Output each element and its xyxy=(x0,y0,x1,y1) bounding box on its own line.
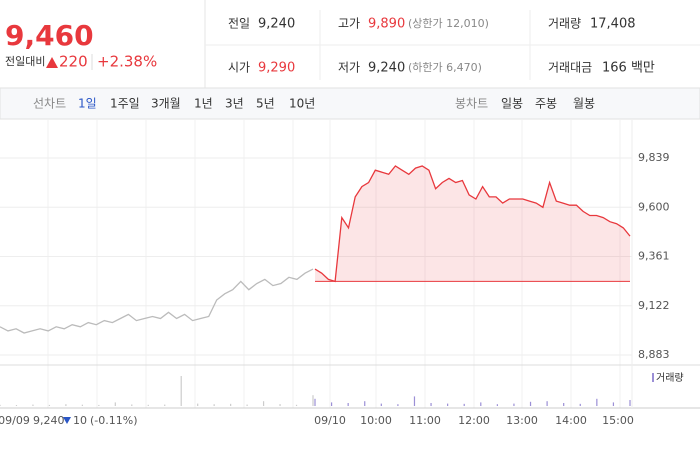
volume-bar xyxy=(131,404,133,406)
volume-bar xyxy=(230,403,232,406)
tab[interactable]: 월봉 xyxy=(573,97,595,111)
volume-bar xyxy=(447,403,449,406)
tab[interactable]: 일봉 xyxy=(501,97,523,111)
footer-rate: (-0.11%) xyxy=(90,414,138,427)
volume-bar xyxy=(347,403,349,406)
x-tick-label: 11:00 xyxy=(409,414,441,427)
volume-bar xyxy=(480,402,482,406)
line xyxy=(0,268,314,334)
up-icon xyxy=(46,57,58,68)
change-label: 전일대비 xyxy=(5,54,45,68)
info-value: 9,240 xyxy=(258,17,295,32)
tab[interactable]: 5년 xyxy=(256,97,275,111)
volume-bar xyxy=(430,403,432,406)
area xyxy=(315,166,630,282)
info-value: 17,408 xyxy=(590,17,636,32)
volume-bar xyxy=(546,401,548,406)
volume-bar xyxy=(364,401,366,406)
down-icon xyxy=(63,417,71,424)
volume-bar xyxy=(114,402,116,406)
x-tick-label: 09/10 xyxy=(314,414,346,427)
volume-bar xyxy=(380,403,382,406)
volume-bar xyxy=(397,404,399,406)
volume-bar xyxy=(197,403,199,406)
info-label: 거래량 xyxy=(548,17,581,31)
info-value: 9,240 xyxy=(368,61,405,76)
price: 9,460 xyxy=(5,19,94,52)
volume-bar xyxy=(330,402,333,406)
y-tick-label: 8,883 xyxy=(638,348,670,361)
tab[interactable]: 주봉 xyxy=(535,97,557,111)
volume-bar xyxy=(246,404,248,406)
volume-bar xyxy=(563,403,565,406)
volume-bar xyxy=(213,404,215,406)
volume-bar xyxy=(513,403,515,406)
tab[interactable]: 10년 xyxy=(289,97,315,111)
line xyxy=(314,165,631,283)
info-value: 166 백만 xyxy=(602,61,655,76)
volume-bar xyxy=(579,403,581,406)
volume-bar xyxy=(629,400,631,406)
tab-bar xyxy=(0,87,700,120)
tab[interactable]: 3개월 xyxy=(151,97,181,111)
x-tick-label: 15:00 xyxy=(602,414,634,427)
x-tick-label: 12:00 xyxy=(458,414,490,427)
tab[interactable]: 3년 xyxy=(225,97,244,111)
footer-price: 9,240 xyxy=(33,414,65,427)
info-note: (상한가 12,010) xyxy=(408,17,489,30)
legend-label: 거래량 xyxy=(656,372,684,384)
volume-bar xyxy=(529,401,532,406)
y-tick-label: 9,361 xyxy=(638,250,670,263)
info-label: 전일 xyxy=(228,17,250,31)
volume-bar xyxy=(262,401,265,406)
volume-bar xyxy=(15,405,18,406)
volume-bar xyxy=(295,404,298,406)
volume-bar xyxy=(413,396,416,406)
volume-bar xyxy=(314,398,316,406)
tab-label: 봉차트 xyxy=(455,97,488,111)
info-note: (하한가 6,470) xyxy=(408,60,482,74)
info-label: 고가 xyxy=(338,17,360,31)
volume-bar xyxy=(65,404,67,406)
info-label: 거래대금 xyxy=(548,61,592,75)
volume-bar xyxy=(81,404,83,406)
x-tick-label: 14:00 xyxy=(555,414,587,427)
volume-bar xyxy=(147,404,149,406)
volume-bar xyxy=(612,402,615,406)
info-label: 저가 xyxy=(338,61,360,75)
change: 220 xyxy=(59,53,88,71)
tab[interactable]: 1일 xyxy=(78,97,97,111)
info-label: 시가 xyxy=(228,61,250,75)
tab-label: 선차트 xyxy=(33,97,66,111)
y-tick-label: 9,600 xyxy=(638,200,670,213)
volume-bar xyxy=(279,404,281,406)
footer-change: 10 xyxy=(73,414,87,427)
tab[interactable]: 1주일 xyxy=(110,97,140,111)
y-tick-label: 9,122 xyxy=(638,299,670,312)
volume-bar xyxy=(98,404,100,406)
volume-bar xyxy=(32,404,34,406)
volume-bar xyxy=(180,376,182,406)
volume-bar xyxy=(596,398,598,406)
x-tick-label: 13:00 xyxy=(506,414,538,427)
change-rate: +2.38% xyxy=(97,53,157,71)
x-tick-label: 09/09 xyxy=(0,414,30,427)
volume-bar xyxy=(312,395,314,406)
x-tick-label: 10:00 xyxy=(360,414,392,427)
volume-bar xyxy=(463,403,465,406)
tab[interactable]: 1년 xyxy=(194,97,213,111)
y-tick-label: 9,839 xyxy=(638,151,670,164)
volume-bar xyxy=(48,404,51,406)
volume-bar xyxy=(496,404,498,406)
info-value: 9,290 xyxy=(258,61,295,76)
volume-bar xyxy=(0,404,1,406)
info-value: 9,890 xyxy=(368,17,405,32)
legend-swatch xyxy=(652,373,654,382)
volume-bar xyxy=(164,404,166,406)
